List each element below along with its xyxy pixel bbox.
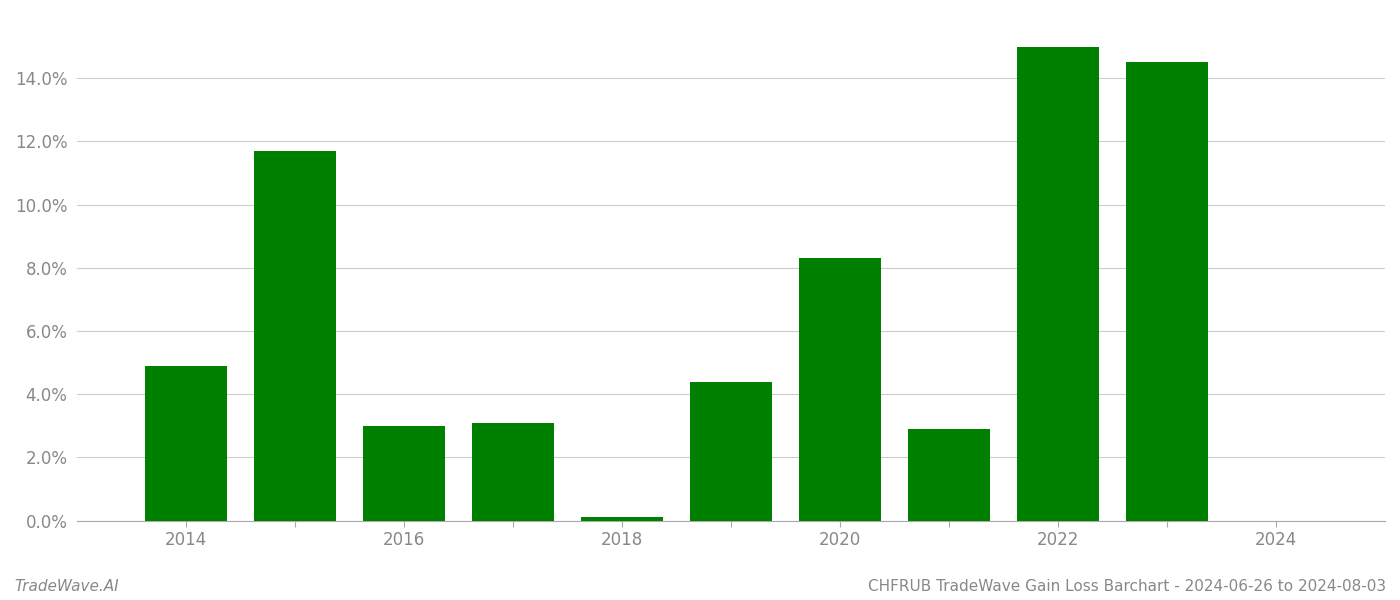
Text: CHFRUB TradeWave Gain Loss Barchart - 2024-06-26 to 2024-08-03: CHFRUB TradeWave Gain Loss Barchart - 20… [868,579,1386,594]
Bar [364,426,445,521]
Bar [472,422,554,521]
Text: TradeWave.AI: TradeWave.AI [14,579,119,594]
Bar [146,366,227,521]
Bar [255,151,336,521]
Bar [581,517,664,521]
Bar [909,429,990,521]
Bar [690,382,771,521]
Bar [1018,47,1099,521]
Bar [1126,62,1208,521]
Bar [799,259,881,521]
